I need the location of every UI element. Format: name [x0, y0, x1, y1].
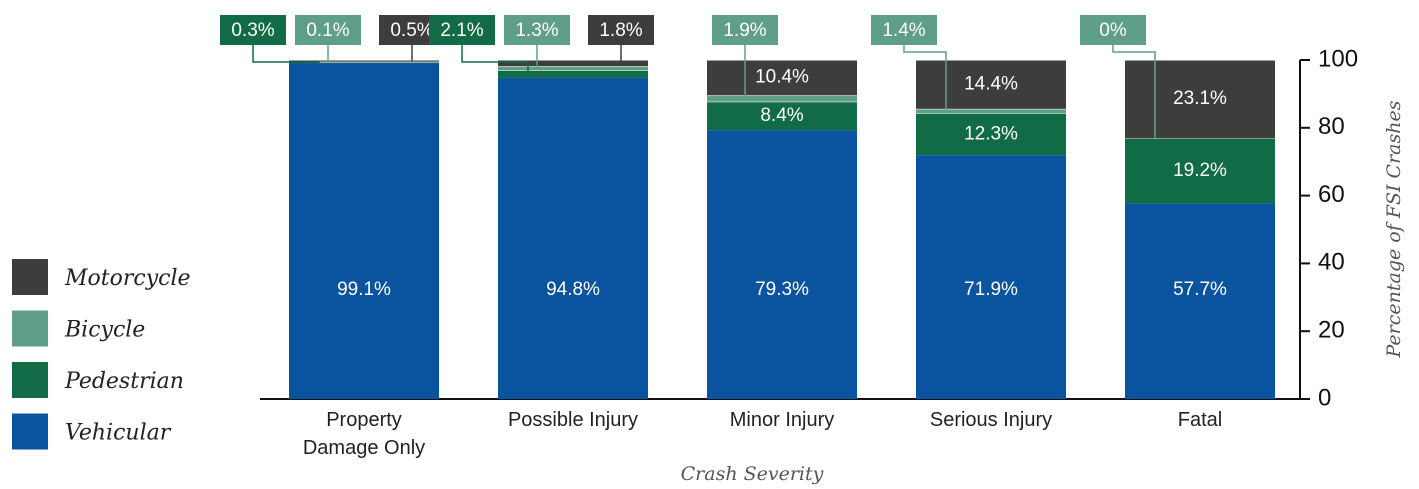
legend-label: Pedestrian [64, 369, 184, 394]
bar-segment [498, 77, 648, 400]
legend-swatch [12, 310, 48, 347]
bar-segment [1125, 138, 1275, 204]
x-tick-label: Serious Injury [929, 409, 1053, 431]
callout-box [712, 15, 778, 45]
bar-segment [289, 60, 439, 62]
value-label: 19.2% [1173, 160, 1227, 181]
y-tick-label: 0 [1318, 384, 1331, 411]
x-tick-label: Property Damage Only [302, 409, 426, 459]
legend-label: Vehicular [65, 421, 172, 446]
bar-segment [916, 108, 1066, 114]
value-label: 79.3% [755, 279, 809, 300]
bar-segment [707, 101, 857, 131]
value-label: 71.9% [964, 279, 1018, 300]
value-label: 99.1% [337, 279, 391, 300]
value-label: 94.8% [546, 279, 600, 300]
x-tick-label: Fatal [1177, 409, 1223, 431]
y-tick-label: 100 [1318, 45, 1358, 72]
legend-swatch [12, 362, 48, 398]
value-label: 57.7% [1173, 279, 1227, 300]
leader-line [1112, 45, 1156, 139]
y-axis-label: Percentage of FSI Crashes [1383, 100, 1405, 358]
bar-segment [498, 60, 648, 67]
bar-segment [707, 130, 857, 399]
legend-label: Bicycle [64, 318, 145, 343]
callout-box [871, 15, 937, 45]
y-tick-label: 80 [1318, 113, 1345, 140]
bar-segment [916, 113, 1066, 156]
x-tick-label: Minor Injury [729, 409, 835, 431]
callout-box [1080, 15, 1146, 45]
callout-box [295, 15, 361, 45]
y-tick-label: 60 [1318, 181, 1345, 208]
y-tick-label: 20 [1318, 317, 1345, 344]
value-label: 1.3% [515, 20, 558, 41]
value-label: 1.8% [599, 20, 642, 41]
value-label: 14.4% [964, 73, 1018, 94]
bar-segment [289, 62, 439, 64]
value-label: 0% [1099, 20, 1127, 41]
leader-line [461, 45, 529, 75]
value-label: 1.4% [882, 20, 925, 41]
callout-box [429, 15, 495, 45]
callout-box [220, 15, 286, 45]
value-label: 23.1% [1173, 88, 1227, 109]
value-label: 0.3% [231, 20, 274, 41]
leader-line [903, 45, 947, 112]
value-label: 2.1% [440, 20, 483, 41]
value-label: 10.4% [755, 67, 809, 88]
value-label: 0.1% [306, 20, 349, 41]
callout-box [504, 15, 570, 45]
x-axis-label: Crash Severity [681, 463, 824, 485]
bar-segment [498, 66, 648, 71]
value-label: 1.9% [723, 20, 766, 41]
bar-segment [289, 63, 439, 400]
bar-segment [707, 95, 857, 102]
callout-box [588, 15, 654, 45]
value-label: 12.3% [964, 123, 1018, 144]
bar-segment [498, 70, 648, 78]
bar-segment [1125, 60, 1275, 139]
value-label: 0.5% [390, 20, 433, 41]
bar-segment [916, 155, 1066, 399]
leader-line [252, 45, 320, 63]
legend-swatch [12, 413, 48, 450]
bar-segment [707, 60, 857, 96]
y-tick-label: 40 [1318, 249, 1345, 276]
bar-segment [1125, 203, 1275, 399]
legend-label: Motorcycle [64, 266, 191, 291]
x-tick-label: Possible Injury [507, 409, 639, 431]
value-label: 8.4% [760, 105, 803, 126]
legend-swatch [12, 259, 48, 295]
bar-segment [916, 60, 1066, 109]
